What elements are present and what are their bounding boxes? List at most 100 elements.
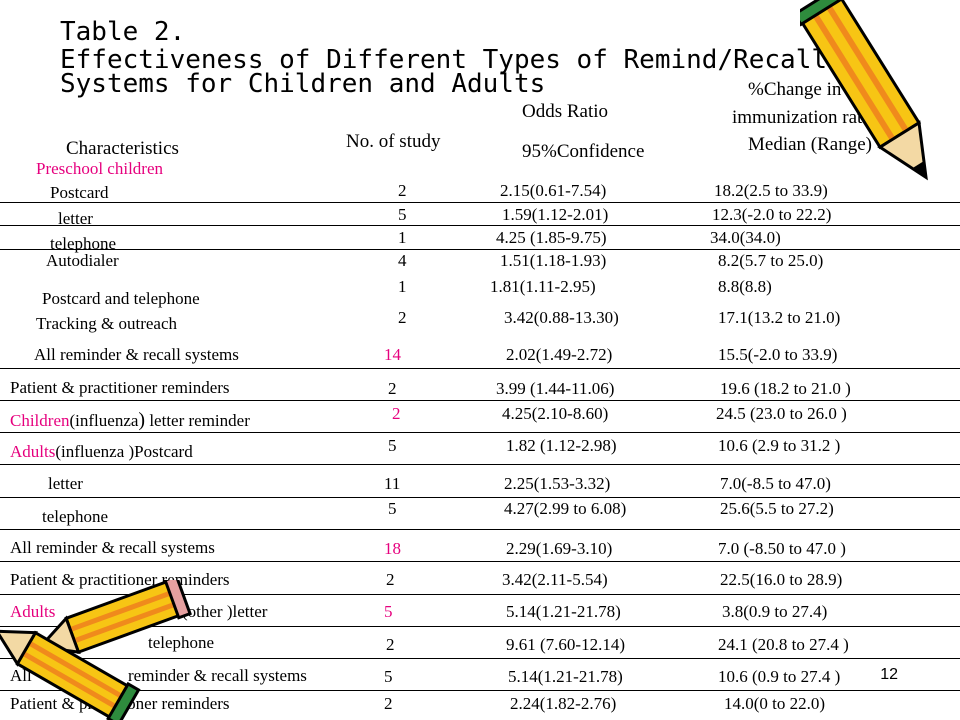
- row-odds-ratio: 1.81(1.11-2.95): [490, 277, 596, 296]
- row-odds-ratio: 4.25 (1.85-9.75): [496, 228, 607, 247]
- row-percent-change: 18.2(2.5 to 33.9): [714, 181, 828, 200]
- row-percent-change: 10.6 (0.9 to 27.4 ): [718, 667, 841, 686]
- row-odds-ratio: 2.15(0.61-7.54): [500, 181, 607, 200]
- row-divider: [0, 497, 960, 498]
- title-line-1: Table 2.: [60, 17, 186, 47]
- row-study-count: 5: [388, 499, 397, 518]
- row-study-count: 5: [388, 436, 397, 455]
- header-characteristics: Characteristics: [66, 138, 179, 159]
- row-divider: [0, 594, 960, 595]
- row-label: All reminder & recall systems: [10, 538, 215, 557]
- row-odds-ratio: 5.14(1.21-21.78): [506, 602, 621, 621]
- row-divider: [0, 626, 960, 627]
- row-study-count: 2: [398, 181, 407, 200]
- row-percent-change: 15.5(-2.0 to 33.9): [718, 345, 838, 364]
- row-study-count: 14: [384, 345, 401, 364]
- row-odds-ratio: 3.42(2.11-5.54): [502, 570, 608, 589]
- header-change-line2: immunization rates,: [732, 107, 883, 128]
- row-label: Children(influenza) letter reminder: [10, 409, 250, 432]
- header-no-of-study: No. of study: [346, 131, 441, 152]
- row-odds-ratio: 9.61 (7.60-12.14): [506, 635, 625, 654]
- row-divider: [0, 658, 960, 659]
- header-confidence: 95%Confidence: [522, 141, 645, 162]
- row-study-count: 2: [388, 379, 397, 398]
- row-label-part: ): [138, 409, 146, 431]
- row-label: Preschool children: [36, 159, 163, 178]
- row-label: Tracking & outreach: [36, 314, 178, 333]
- row-percent-change: 25.6(5.5 to 27.2): [720, 499, 834, 518]
- pencil-icon: [0, 580, 192, 720]
- row-label: telephone: [148, 633, 215, 652]
- title-line-2: Effectiveness of Different Types of Remi…: [60, 45, 828, 75]
- row-odds-ratio: 2.25(1.53-3.32): [504, 474, 611, 493]
- row-label: letter: [48, 474, 83, 493]
- row-percent-change: 24.5 (23.0 to 26.0 ): [716, 404, 847, 423]
- slide-title: Table 2. Effectiveness of Different Type…: [60, 17, 827, 74]
- row-label-part: (influenza: [69, 411, 139, 430]
- row-study-count: 5: [384, 667, 393, 686]
- row-odds-ratio: 4.25(2.10-8.60): [502, 404, 609, 423]
- row-study-count: 4: [398, 251, 407, 270]
- row-study-count: 2: [398, 308, 407, 327]
- row-study-count: 1: [398, 228, 407, 247]
- row-label: telephone: [42, 507, 109, 526]
- row-divider: [0, 249, 960, 250]
- row-odds-ratio: 4.27(2.99 to 6.08): [504, 499, 627, 518]
- row-label: Postcard: [50, 183, 109, 202]
- row-percent-change: 34.0(34.0): [710, 228, 781, 247]
- row-label-part: (influenza )Postcard: [55, 442, 193, 461]
- row-label: Autodialer: [46, 251, 119, 270]
- row-label-part: (other )letter: [182, 602, 268, 621]
- row-percent-change: 17.1(13.2 to 21.0): [718, 308, 841, 327]
- row-label: telephone: [50, 234, 117, 253]
- row-odds-ratio: 3.99 (1.44-11.06): [496, 379, 615, 398]
- page-number: 12: [880, 666, 898, 683]
- row-odds-ratio: 5.14(1.21-21.78): [508, 667, 623, 686]
- row-label: Adults(influenza )Postcard: [10, 442, 193, 462]
- row-odds-ratio: 2.29(1.69-3.10): [506, 539, 613, 558]
- row-percent-change: 8.2(5.7 to 25.0): [718, 251, 824, 270]
- row-label-group: Children: [10, 411, 70, 430]
- row-divider: [0, 202, 960, 203]
- header-change-line1: %Change in: [748, 79, 842, 100]
- row-percent-change: 22.5(16.0 to 28.9): [720, 570, 843, 589]
- row-label: Patient & practitioner reminders: [10, 378, 230, 397]
- row-divider: [0, 432, 960, 433]
- row-percent-change: 10.6 (2.9 to 31.2 ): [718, 436, 841, 455]
- row-divider: [0, 690, 960, 691]
- row-percent-change: 24.1 (20.8 to 27.4 ): [718, 635, 849, 654]
- row-percent-change: 3.8(0.9 to 27.4): [722, 602, 828, 621]
- header-change-line3: Median (Range): [748, 134, 872, 155]
- row-label-part: letter reminder: [145, 411, 250, 430]
- row-study-count: 5: [384, 602, 393, 621]
- row-study-count: 2: [386, 635, 395, 654]
- row-study-count: 5: [398, 205, 407, 224]
- row-odds-ratio: 3.42(0.88-13.30): [504, 308, 619, 327]
- row-label-part: reminder & recall systems: [128, 666, 307, 685]
- row-divider: [0, 368, 960, 369]
- row-percent-change: 14.0(0 to 22.0): [724, 694, 826, 713]
- row-divider: [0, 464, 960, 465]
- row-study-count: 18: [384, 539, 401, 558]
- row-divider: [0, 561, 960, 562]
- header-odds-ratio: Odds Ratio: [522, 101, 609, 122]
- row-percent-change: 8.8(8.8): [718, 277, 772, 296]
- row-label: All reminder & recall systems: [34, 345, 239, 364]
- row-odds-ratio: 2.24(1.82-2.76): [510, 694, 617, 713]
- row-label: Postcard and telephone: [42, 289, 200, 308]
- row-odds-ratio: 2.02(1.49-2.72): [506, 345, 613, 364]
- row-divider: [0, 529, 960, 530]
- row-study-count: 2: [392, 404, 401, 423]
- row-label-group: Adults: [10, 442, 56, 461]
- row-percent-change: 7.0 (-8.50 to 47.0 ): [718, 539, 846, 558]
- row-odds-ratio: 1.82 (1.12-2.98): [506, 436, 617, 455]
- row-odds-ratio: 1.59(1.12-2.01): [502, 205, 609, 224]
- row-study-count: 2: [386, 570, 395, 589]
- row-study-count: 2: [384, 694, 393, 713]
- title-line-3: Systems for Children and Adults: [60, 69, 546, 99]
- row-odds-ratio: 1.51(1.18-1.93): [500, 251, 607, 270]
- row-divider: [0, 400, 960, 401]
- pencil-icon: [800, 0, 928, 181]
- row-label-group: Adults: [10, 602, 56, 621]
- row-label: letter: [58, 209, 93, 228]
